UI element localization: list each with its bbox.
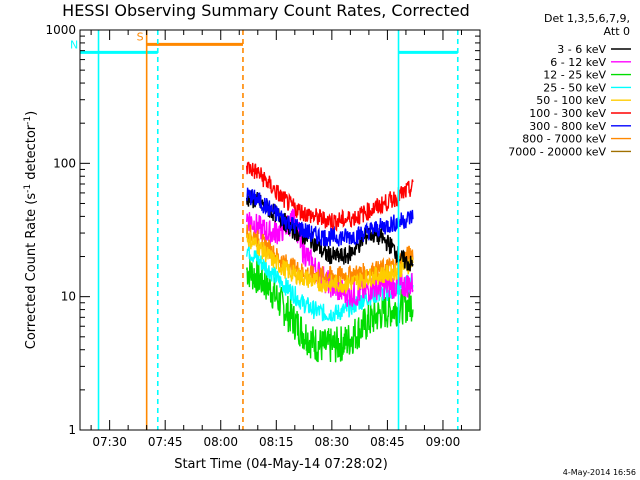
x-axis-label: Start Time (04-May-14 07:28:02) — [174, 457, 388, 472]
y-tick-label: 1000 — [45, 23, 76, 37]
legend-label: 7000 - 20000 keV — [508, 145, 606, 158]
x-tick-label: 09:00 — [426, 435, 461, 449]
legend-label: 300 - 800 keV — [529, 120, 606, 133]
x-tick-label: 08:45 — [370, 435, 405, 449]
legend-header: Att 0 — [604, 25, 630, 38]
legend-label: 3 - 6 keV — [557, 43, 606, 56]
x-tick-label: 07:30 — [92, 435, 127, 449]
legend-label: 6 - 12 keV — [550, 56, 606, 69]
flag-label: N — [70, 38, 78, 51]
legend-label: 800 - 7000 keV — [522, 133, 606, 146]
x-tick-label: 08:15 — [259, 435, 294, 449]
x-tick-label: 08:00 — [203, 435, 238, 449]
x-tick-label: 08:30 — [315, 435, 350, 449]
series-line-100-300-kev — [246, 161, 414, 232]
legend-label: 12 - 25 keV — [543, 69, 606, 82]
y-tick-label: 10 — [61, 290, 76, 304]
x-tick-label: 07:45 — [148, 435, 183, 449]
plot-frame — [79, 29, 481, 431]
series-line-50-100-kev — [246, 232, 414, 295]
y-axis-label: Corrected Count Rate (s-1 detector-1) — [23, 111, 39, 349]
y-tick-label: 100 — [53, 156, 76, 170]
y-tick-label: 1 — [68, 423, 76, 437]
flag-label: S — [137, 30, 144, 43]
legend-label: 50 - 100 keV — [536, 94, 606, 107]
legend-header: Det 1,3,5,6,7,9, — [544, 12, 630, 25]
legend-label: 25 - 50 keV — [543, 81, 606, 94]
footer-date: 4-May-2014 16:56 — [563, 468, 636, 477]
series-line-300-800-kev — [246, 187, 414, 248]
legend-label: 100 - 300 keV — [529, 107, 606, 120]
chart-title: HESSI Observing Summary Count Rates, Cor… — [62, 1, 470, 20]
